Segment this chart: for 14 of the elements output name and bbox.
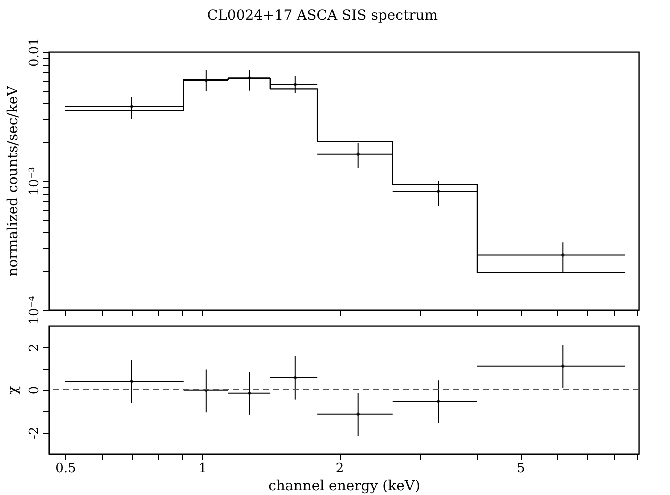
chart-title: CL0024+17 ASCA SIS spectrum (207, 8, 438, 24)
x-tick-label: 5 (516, 462, 526, 476)
y-tick-label: 10⁻³ (28, 167, 42, 196)
y-axis-title: normalized counts/sec/keV (6, 85, 22, 277)
x-tick-label: 2 (336, 462, 344, 476)
y-tick-label: 0.01 (28, 38, 42, 67)
x-tick-label: 1 (198, 462, 208, 476)
y-axis-title: χ (6, 386, 22, 395)
x-tick-label: 0.5 (56, 462, 76, 476)
y-tick-label: -2 (28, 426, 42, 440)
y-tick-label: 10⁻⁴ (28, 296, 42, 325)
y-tick-label: 2 (28, 344, 42, 352)
y-tick-label: 0 (28, 386, 42, 395)
x-axis-title: channel energy (keV) (268, 478, 420, 494)
